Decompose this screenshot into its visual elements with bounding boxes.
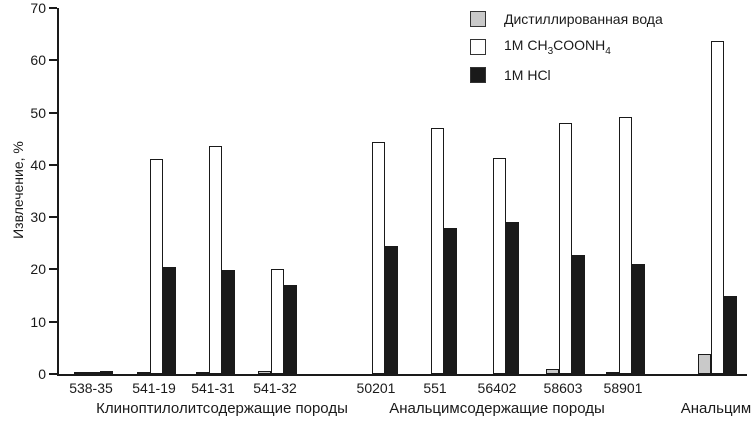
legend-item-hcl: 1M HCl bbox=[470, 66, 663, 83]
legend: Дистиллированная вода 1M CH3COONH4 1M HCl bbox=[470, 10, 663, 94]
section-label-2: Анальцим bbox=[680, 400, 752, 417]
category-label-58603: 58603 bbox=[543, 380, 583, 396]
bar-ammonium-acetate-0 bbox=[86, 372, 100, 374]
y-tick-label-10: 10 bbox=[30, 313, 46, 330]
y-tick-label-20: 20 bbox=[30, 261, 46, 278]
category-label-541-32: 541-32 bbox=[253, 380, 297, 396]
category-label-56402: 56402 bbox=[477, 380, 517, 396]
y-tick-label-30: 30 bbox=[30, 209, 46, 226]
bar-ammonium-acetate-4 bbox=[371, 142, 385, 374]
bar-hcl-3 bbox=[283, 285, 297, 374]
bar-distilled-water-0 bbox=[73, 372, 87, 374]
category-label-551: 551 bbox=[423, 380, 447, 396]
bar-ammonium-acetate-6 bbox=[492, 158, 506, 374]
bar-distilled-water-8 bbox=[605, 372, 619, 374]
bar-hcl-2 bbox=[221, 270, 235, 374]
bar-hcl-7 bbox=[571, 255, 585, 374]
bar-hcl-9 bbox=[723, 296, 737, 374]
y-tick-60 bbox=[49, 59, 57, 62]
bar-hcl-8 bbox=[631, 264, 645, 374]
y-tick-20 bbox=[49, 268, 57, 271]
bar-distilled-water-1 bbox=[136, 372, 150, 374]
y-tick-label-50: 50 bbox=[30, 104, 46, 121]
category-label-541-31: 541-31 bbox=[191, 380, 235, 396]
legend-swatch-distilled-water-icon bbox=[470, 10, 486, 27]
bar-hcl-6 bbox=[505, 222, 519, 374]
plot-area bbox=[57, 8, 747, 376]
bar-distilled-water-2 bbox=[195, 372, 209, 374]
legend-label-ammonium-acetate: 1M CH3COONH4 bbox=[504, 36, 611, 57]
category-label-58901: 58901 bbox=[603, 380, 643, 396]
bar-ammonium-acetate-3 bbox=[270, 269, 284, 374]
bar-distilled-water-7 bbox=[545, 369, 559, 374]
y-tick-70 bbox=[49, 7, 57, 9]
category-label-50201: 50201 bbox=[356, 380, 396, 396]
y-tick-10 bbox=[49, 320, 57, 323]
y-tick-label-0: 0 bbox=[38, 366, 46, 382]
bar-hcl-0 bbox=[99, 371, 113, 374]
bar-ammonium-acetate-7 bbox=[558, 123, 572, 374]
bar-ammonium-acetate-9 bbox=[710, 41, 724, 374]
legend-swatch-ammonium-acetate-icon bbox=[470, 38, 486, 55]
legend-swatch-hcl-icon bbox=[470, 66, 486, 83]
bar-ammonium-acetate-1 bbox=[149, 159, 163, 374]
legend-label-distilled-water: Дистиллированная вода bbox=[504, 10, 663, 27]
category-label-538-35: 538-35 bbox=[69, 380, 113, 396]
y-tick-label-60: 60 bbox=[30, 52, 46, 69]
y-tick-40 bbox=[49, 163, 57, 166]
legend-label-hcl: 1M HCl bbox=[504, 66, 551, 83]
bar-ammonium-acetate-2 bbox=[208, 146, 222, 374]
y-tick-label-40: 40 bbox=[30, 156, 46, 173]
bar-ammonium-acetate-8 bbox=[618, 117, 632, 374]
y-tick-label-70: 70 bbox=[30, 0, 46, 16]
y-tick-30 bbox=[49, 216, 57, 219]
legend-item-ammonium-acetate: 1M CH3COONH4 bbox=[470, 36, 663, 57]
bar-hcl-1 bbox=[162, 267, 176, 374]
category-label-541-19: 541-19 bbox=[132, 380, 176, 396]
section-label-0: Клиноптилолитсодержащие породы bbox=[96, 400, 348, 417]
bar-hcl-5 bbox=[443, 228, 457, 374]
y-tick-50 bbox=[49, 111, 57, 114]
legend-item-distilled-water: Дистиллированная вода bbox=[470, 10, 663, 27]
y-tick-0 bbox=[49, 373, 57, 375]
bar-distilled-water-3 bbox=[257, 371, 271, 374]
bar-ammonium-acetate-5 bbox=[430, 128, 444, 374]
section-label-1: Анальцимсодержащие породы bbox=[389, 400, 605, 417]
bar-distilled-water-9 bbox=[697, 354, 711, 374]
bar-hcl-4 bbox=[384, 246, 398, 374]
